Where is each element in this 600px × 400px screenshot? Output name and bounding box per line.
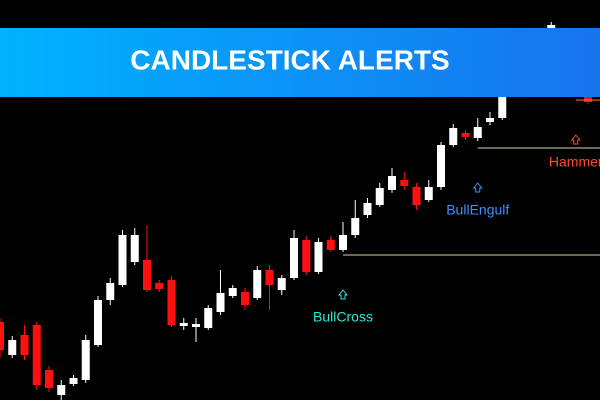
alert-arrow	[472, 182, 483, 193]
candle-body	[192, 324, 200, 327]
candle-body	[265, 270, 274, 285]
candle-body	[339, 235, 347, 250]
candle-body	[155, 283, 164, 289]
candle-body	[461, 133, 470, 137]
candle-body	[290, 238, 298, 278]
candle-body	[473, 127, 482, 138]
candle-body	[277, 278, 286, 290]
candle-body	[388, 176, 396, 190]
candle-body	[302, 240, 311, 272]
candle-body	[400, 180, 409, 186]
candle-body	[8, 340, 17, 355]
chart-title: CANDLESTICK ALERTS	[130, 44, 449, 75]
candle-body	[0, 322, 4, 350]
candle-body	[32, 325, 41, 385]
candle-body	[216, 293, 225, 312]
candle-body	[326, 240, 335, 250]
candle-body	[351, 218, 360, 235]
candle-body	[69, 378, 78, 384]
candle-body	[130, 235, 139, 262]
candle-body	[241, 292, 249, 305]
alert-label: BullCross	[313, 309, 373, 325]
candle-body	[412, 187, 421, 205]
alert-arrow	[337, 289, 349, 300]
candle-body	[106, 283, 115, 300]
candle-body	[375, 188, 384, 205]
alert-arrow	[570, 134, 581, 145]
banner	[0, 28, 600, 97]
candle-body	[57, 385, 66, 395]
candle-body	[437, 145, 445, 187]
candle-body	[167, 280, 176, 325]
candle-body	[118, 235, 127, 285]
plot-area: BullCross BullEngulf Hammer	[0, 22, 600, 400]
candle-body	[20, 335, 29, 355]
candle-body	[449, 128, 458, 145]
candle-body	[204, 308, 213, 328]
candle-body	[228, 288, 237, 296]
candle-body	[498, 95, 507, 118]
candle-body	[253, 270, 262, 298]
alert-label: Hammer	[549, 154, 600, 170]
candle-body	[179, 323, 188, 326]
candle-body	[363, 203, 372, 215]
candle-body	[45, 370, 53, 388]
candle-body	[314, 242, 323, 272]
candle-body	[424, 187, 433, 200]
candle-body	[143, 260, 151, 290]
candle-body	[81, 340, 90, 380]
candle-body	[94, 300, 102, 345]
candle-body	[486, 118, 494, 122]
alert-label: BullEngulf	[446, 202, 509, 218]
